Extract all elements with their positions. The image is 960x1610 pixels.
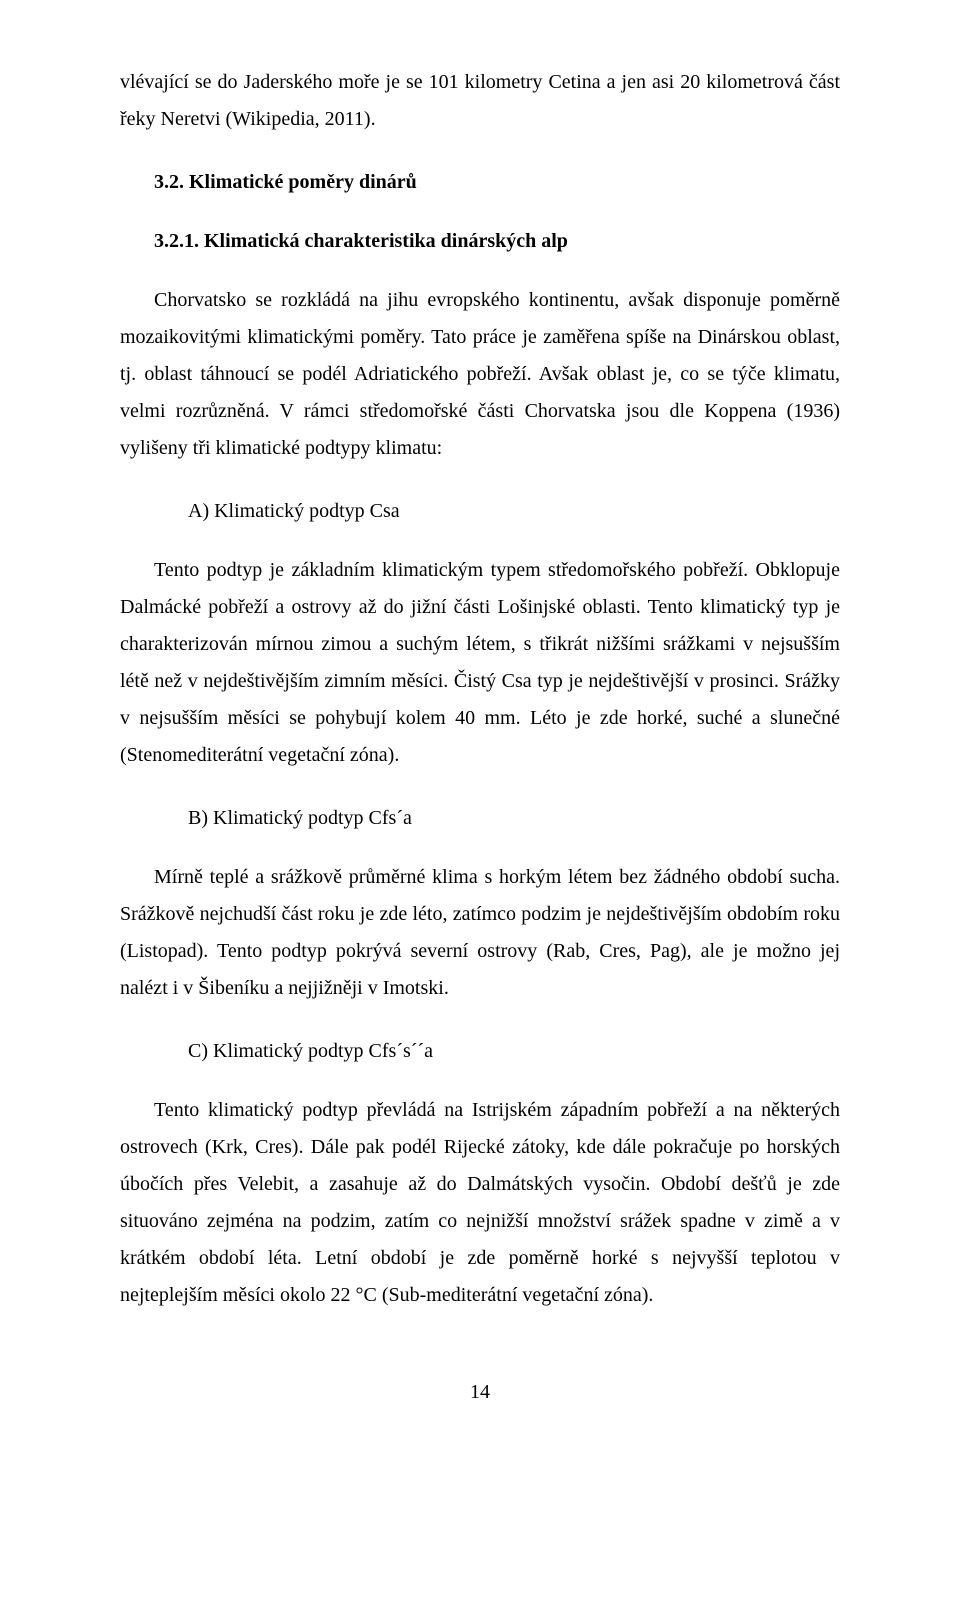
page-number: 14 [120, 1374, 840, 1441]
intro-paragraph: Chorvatsko se rozkládá na jihu evropskéh… [120, 282, 840, 467]
paragraph-b: Mírně teplé a srážkově průměrné klima s … [120, 859, 840, 1007]
label-b: B) Klimatický podtyp Cfs´a [120, 800, 840, 837]
lead-paragraph: vlévající se do Jaderského moře je se 10… [120, 64, 840, 138]
heading-3-2-1: 3.2.1. Klimatická charakteristika dinárs… [120, 223, 840, 260]
heading-3-2: 3.2. Klimatické poměry dinárů [120, 164, 840, 201]
label-a: A) Klimatický podtyp Csa [120, 493, 840, 530]
label-c: C) Klimatický podtyp Cfs´s´´a [120, 1033, 840, 1070]
paragraph-a: Tento podtyp je základním klimatickým ty… [120, 552, 840, 774]
paragraph-c: Tento klimatický podtyp převládá na Istr… [120, 1092, 840, 1314]
page: vlévající se do Jaderského moře je se 10… [0, 0, 960, 1610]
